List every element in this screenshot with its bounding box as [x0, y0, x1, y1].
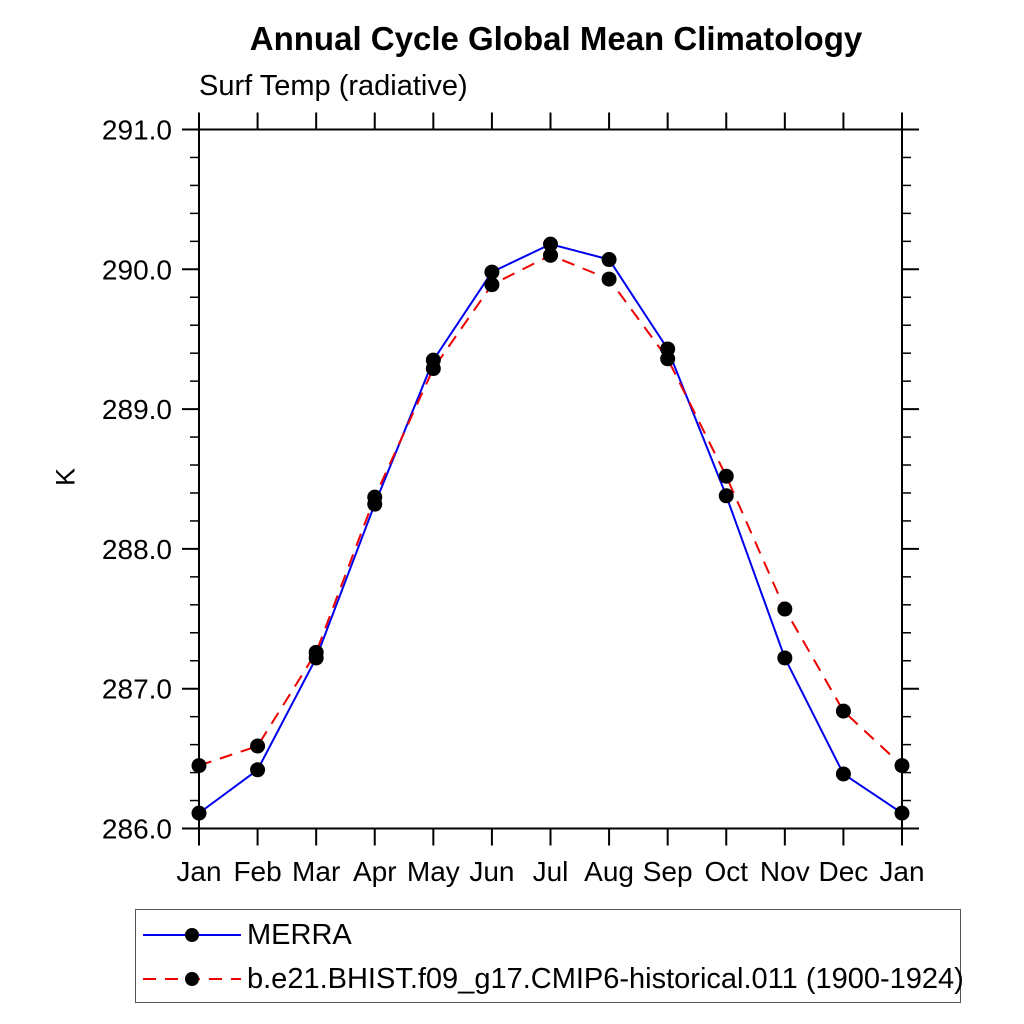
x-tick-label: Oct	[704, 856, 748, 887]
y-tick-label: 286.0	[102, 814, 172, 845]
legend: MERRA b.e21.BHIST.f09_g17.CMIP6-historic…	[135, 909, 964, 1003]
data-point	[308, 644, 324, 660]
chart-title: Annual Cycle Global Mean Climatology	[249, 20, 863, 57]
y-tick-label: 287.0	[102, 674, 172, 705]
legend-item-merra: MERRA	[142, 918, 352, 951]
chart-subtitle: Surf Temp (radiative)	[199, 70, 468, 102]
legend-marker-icon	[185, 972, 199, 986]
data-point	[894, 805, 910, 821]
x-tick-label: Aug	[584, 856, 634, 887]
x-tick-label: Jun	[469, 856, 514, 887]
data-point	[425, 361, 441, 377]
x-tick-label: Apr	[353, 856, 397, 887]
x-tick-label: Sep	[643, 856, 693, 887]
x-tick-label: Dec	[819, 856, 869, 887]
y-tick-label: 289.0	[102, 394, 172, 425]
legend-sample-solid-line	[143, 928, 241, 942]
x-tick-label: Nov	[760, 856, 810, 887]
x-tick-label: Feb	[233, 856, 281, 887]
legend-item-model: b.e21.BHIST.f09_g17.CMIP6-historical.011…	[142, 962, 964, 995]
legend-marker-icon	[185, 928, 199, 942]
data-point	[484, 277, 500, 293]
data-point	[660, 351, 676, 367]
x-tick-label: May	[407, 856, 460, 887]
data-point	[250, 738, 266, 754]
series-line-dashed	[198, 254, 903, 767]
x-tick-label: Jan	[176, 856, 221, 887]
data-point	[718, 468, 734, 484]
legend-sample-dashed-line	[143, 972, 241, 986]
data-point	[601, 271, 617, 287]
y-tick-label: 290.0	[102, 254, 172, 285]
data-point	[718, 488, 734, 504]
legend-label: b.e21.BHIST.f09_g17.CMIP6-historical.011…	[247, 962, 964, 995]
data-point	[894, 758, 910, 774]
x-tick-label: Jul	[533, 856, 569, 887]
data-point	[601, 252, 617, 268]
data-point	[191, 758, 207, 774]
data-point	[543, 236, 558, 252]
data-point	[191, 805, 207, 821]
series-line-solid	[198, 243, 903, 814]
data-point	[367, 489, 383, 505]
data-point	[484, 264, 500, 280]
plot-frame	[198, 128, 903, 830]
data-point	[835, 703, 851, 719]
data-point	[250, 762, 266, 778]
data-point	[543, 247, 558, 263]
legend-label: MERRA	[247, 918, 352, 951]
data-point	[835, 766, 851, 782]
x-tick-label: Mar	[292, 856, 340, 887]
x-tick-label: Jan	[879, 856, 924, 887]
data-point	[777, 650, 793, 666]
y-tick-label: 288.0	[102, 534, 172, 565]
y-tick-label: 291.0	[102, 115, 172, 146]
data-point	[777, 601, 793, 617]
